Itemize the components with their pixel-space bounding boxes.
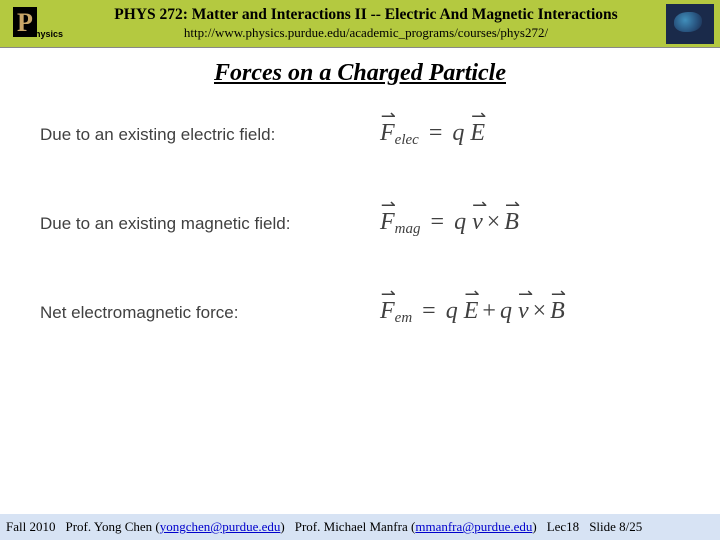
footer-slide: Slide 8/25 — [589, 519, 642, 535]
purdue-physics-logo: P hysics — [6, 4, 66, 44]
formula-magnetic: Fmag = q v×B — [340, 209, 680, 238]
svg-text:P: P — [17, 8, 33, 37]
formula-electric: Felec = q E — [340, 120, 680, 149]
course-title: PHYS 272: Matter and Interactions II -- … — [66, 6, 666, 25]
footer-term: Fall 2010 — [6, 519, 55, 535]
equation-row-net: Net electromagnetic force: Fem = q E+q v… — [40, 298, 680, 327]
slide-title: Forces on a Charged Particle — [0, 60, 720, 87]
equation-row-magnetic: Due to an existing magnetic field: Fmag … — [40, 209, 680, 238]
footer-email1-link[interactable]: yongchen@purdue.edu — [160, 519, 281, 535]
header-text: PHYS 272: Matter and Interactions II -- … — [66, 6, 666, 40]
course-url: http://www.physics.purdue.edu/academic_p… — [66, 25, 666, 41]
row-label: Due to an existing electric field: — [40, 125, 340, 145]
decorative-image — [666, 4, 714, 44]
footer-lecture: Lec18 — [547, 519, 579, 535]
footer-prof2: Prof. Michael Manfra — [295, 519, 408, 535]
header-bar: P hysics PHYS 272: Matter and Interactio… — [0, 0, 720, 48]
row-label: Net electromagnetic force: — [40, 303, 340, 323]
footer-bar: Fall 2010 Prof. Yong Chen (yongchen@purd… — [0, 514, 720, 540]
footer-prof1: Prof. Yong Chen — [65, 519, 152, 535]
formula-net: Fem = q E+q v×B — [340, 298, 680, 327]
row-label: Due to an existing magnetic field: — [40, 214, 340, 234]
svg-text:hysics: hysics — [35, 29, 63, 39]
equation-row-electric: Due to an existing electric field: Felec… — [40, 120, 680, 149]
content-area: Due to an existing electric field: Felec… — [0, 120, 720, 387]
footer-email2-link[interactable]: mmanfra@purdue.edu — [415, 519, 532, 535]
